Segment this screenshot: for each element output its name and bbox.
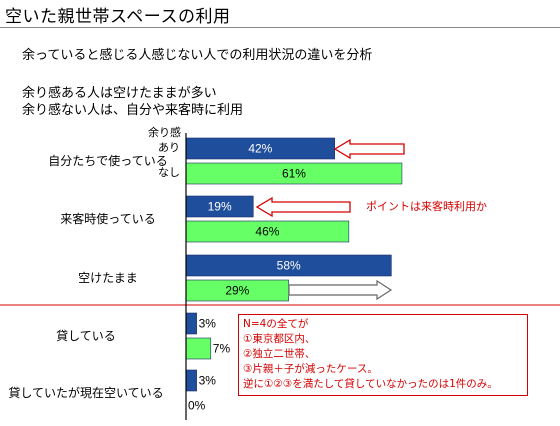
data-label-なし-2: 29% — [225, 284, 249, 298]
annotation-line-5: 逆に①②③を満たして貸していなかったのは1件のみ。 — [243, 378, 498, 390]
bar-あり-4 — [185, 369, 197, 392]
data-label-あり-4: 3% — [199, 374, 217, 388]
title-divider — [0, 27, 560, 28]
data-label-あり-2: 58% — [277, 259, 301, 273]
data-label-なし-3: 7% — [213, 342, 231, 356]
category-label-0: 自分たちで使っている — [48, 153, 167, 168]
annotation-box: N=4の全てが ①東京都区内、 ②独立二世帯、 ③片親＋子が減ったケース。 逆に… — [238, 314, 528, 396]
bar-あり-3 — [185, 312, 197, 335]
category-label-3: 貸している — [56, 328, 116, 343]
extension-arrow — [288, 279, 393, 301]
callout-arrow-2 — [255, 196, 351, 218]
annotation-line-2: ①東京都区内、 — [243, 333, 316, 345]
category-label-2: 空けたまま — [78, 271, 138, 285]
page-title: 空いた親世帯スペースの利用 — [5, 7, 231, 27]
data-label-あり-3: 3% — [199, 317, 217, 331]
legend-series-1: なし — [158, 166, 180, 179]
data-label-なし-4: 0% — [188, 399, 206, 413]
note-line-2: 余り感ない人は、自分や来客時に利用 — [22, 103, 244, 118]
annotation-line-4: ③片親＋子が減ったケース。 — [243, 363, 378, 375]
annotation-line-1: N=4の全てが — [243, 318, 309, 330]
page-subtitle: 余っていると感じる人感じない人での利用状況の違いを分析 — [22, 48, 373, 63]
data-label-なし-0: 61% — [282, 167, 306, 181]
category-label-4: 貸していたが現在空いている — [8, 385, 163, 400]
annotation-point-text: ポイントは来客時利用か — [366, 199, 487, 213]
annotation-line-3: ②独立二世帯、 — [243, 348, 316, 360]
legend-title: 余り感 — [148, 125, 181, 139]
note-line-1: 余り感ある人は空けたままが多い — [22, 86, 217, 101]
bar-なし-3 — [185, 337, 212, 360]
data-label-あり-1: 19% — [208, 200, 232, 214]
legend-series-0: あり — [158, 141, 180, 154]
callout-arrow-1 — [333, 138, 405, 160]
data-label-あり-0: 42% — [248, 142, 272, 156]
category-label-1: 来客時使っている — [60, 211, 155, 226]
data-label-なし-1: 46% — [255, 225, 279, 239]
